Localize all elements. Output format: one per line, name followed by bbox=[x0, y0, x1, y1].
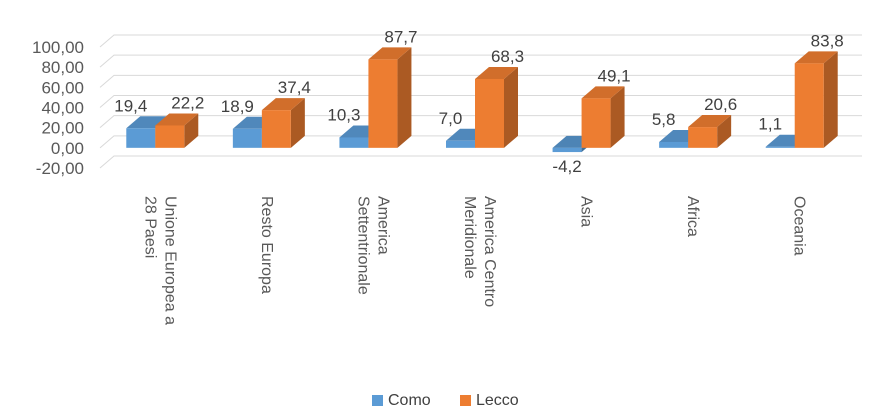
data-label-como: 5,8 bbox=[652, 110, 676, 129]
data-labels: 19,4 22,2 18,9 37,4 10,3 87,7 7,0 68,3 -4,2 49,1 5… bbox=[114, 27, 844, 176]
data-label-como: 19,4 bbox=[114, 96, 147, 115]
data-label-como: 1,1 bbox=[758, 115, 782, 134]
data-label-lecco: 87,7 bbox=[384, 27, 417, 46]
legend-swatch bbox=[372, 395, 383, 406]
x-category-label: AmericaSettentrionale bbox=[354, 196, 391, 295]
gridline bbox=[99, 155, 862, 169]
x-category-label: Unione Europea a28 Paesi bbox=[141, 196, 178, 325]
y-tick-label: 80,00 bbox=[41, 58, 84, 77]
bar-lecco bbox=[155, 113, 199, 148]
x-axis-categories: Unione Europea a28 Paesi Resto Europa Amer… bbox=[141, 196, 807, 325]
x-category-label: Asia bbox=[578, 196, 595, 227]
data-label-como: 7,0 bbox=[439, 109, 463, 128]
gridline bbox=[99, 34, 862, 48]
data-label-lecco: 49,1 bbox=[598, 66, 631, 85]
data-label-lecco: 20,6 bbox=[704, 95, 737, 114]
grid-lines bbox=[99, 34, 862, 169]
y-tick-label: 0,00 bbox=[51, 139, 84, 158]
gridline bbox=[99, 54, 862, 68]
y-tick-label: 40,00 bbox=[41, 99, 84, 118]
bar-lecco bbox=[368, 47, 412, 148]
data-label-lecco: 83,8 bbox=[811, 31, 844, 50]
legend: Como Lecco bbox=[372, 392, 519, 409]
data-label-lecco: 68,3 bbox=[491, 47, 524, 66]
y-tick-label: -20,00 bbox=[36, 159, 84, 178]
bar-lecco bbox=[261, 98, 305, 148]
x-category-label: Oceania bbox=[791, 196, 808, 256]
y-tick-label: 60,00 bbox=[41, 78, 84, 97]
bar-lecco bbox=[794, 51, 838, 148]
legend-label: Lecco bbox=[476, 392, 519, 409]
data-label-como: 18,9 bbox=[221, 97, 254, 116]
x-category-label: Resto Europa bbox=[258, 196, 275, 294]
data-label-lecco: 37,4 bbox=[278, 78, 311, 97]
legend-swatch bbox=[460, 395, 471, 406]
bars bbox=[126, 47, 838, 153]
y-tick-label: 100,00 bbox=[32, 38, 84, 57]
bar-lecco bbox=[581, 86, 625, 148]
data-label-lecco: 22,2 bbox=[171, 93, 204, 112]
x-category-label: America CentroMeridionale bbox=[461, 196, 498, 307]
bar-lecco bbox=[475, 66, 518, 148]
legend-label: Como bbox=[388, 392, 431, 409]
data-label-como: -4,2 bbox=[552, 157, 581, 176]
data-label-como: 10,3 bbox=[327, 105, 360, 124]
y-tick-label: 20,00 bbox=[41, 119, 84, 138]
gridline bbox=[99, 74, 862, 88]
bar-lecco bbox=[688, 115, 732, 148]
x-category-label: Africa bbox=[684, 196, 701, 237]
